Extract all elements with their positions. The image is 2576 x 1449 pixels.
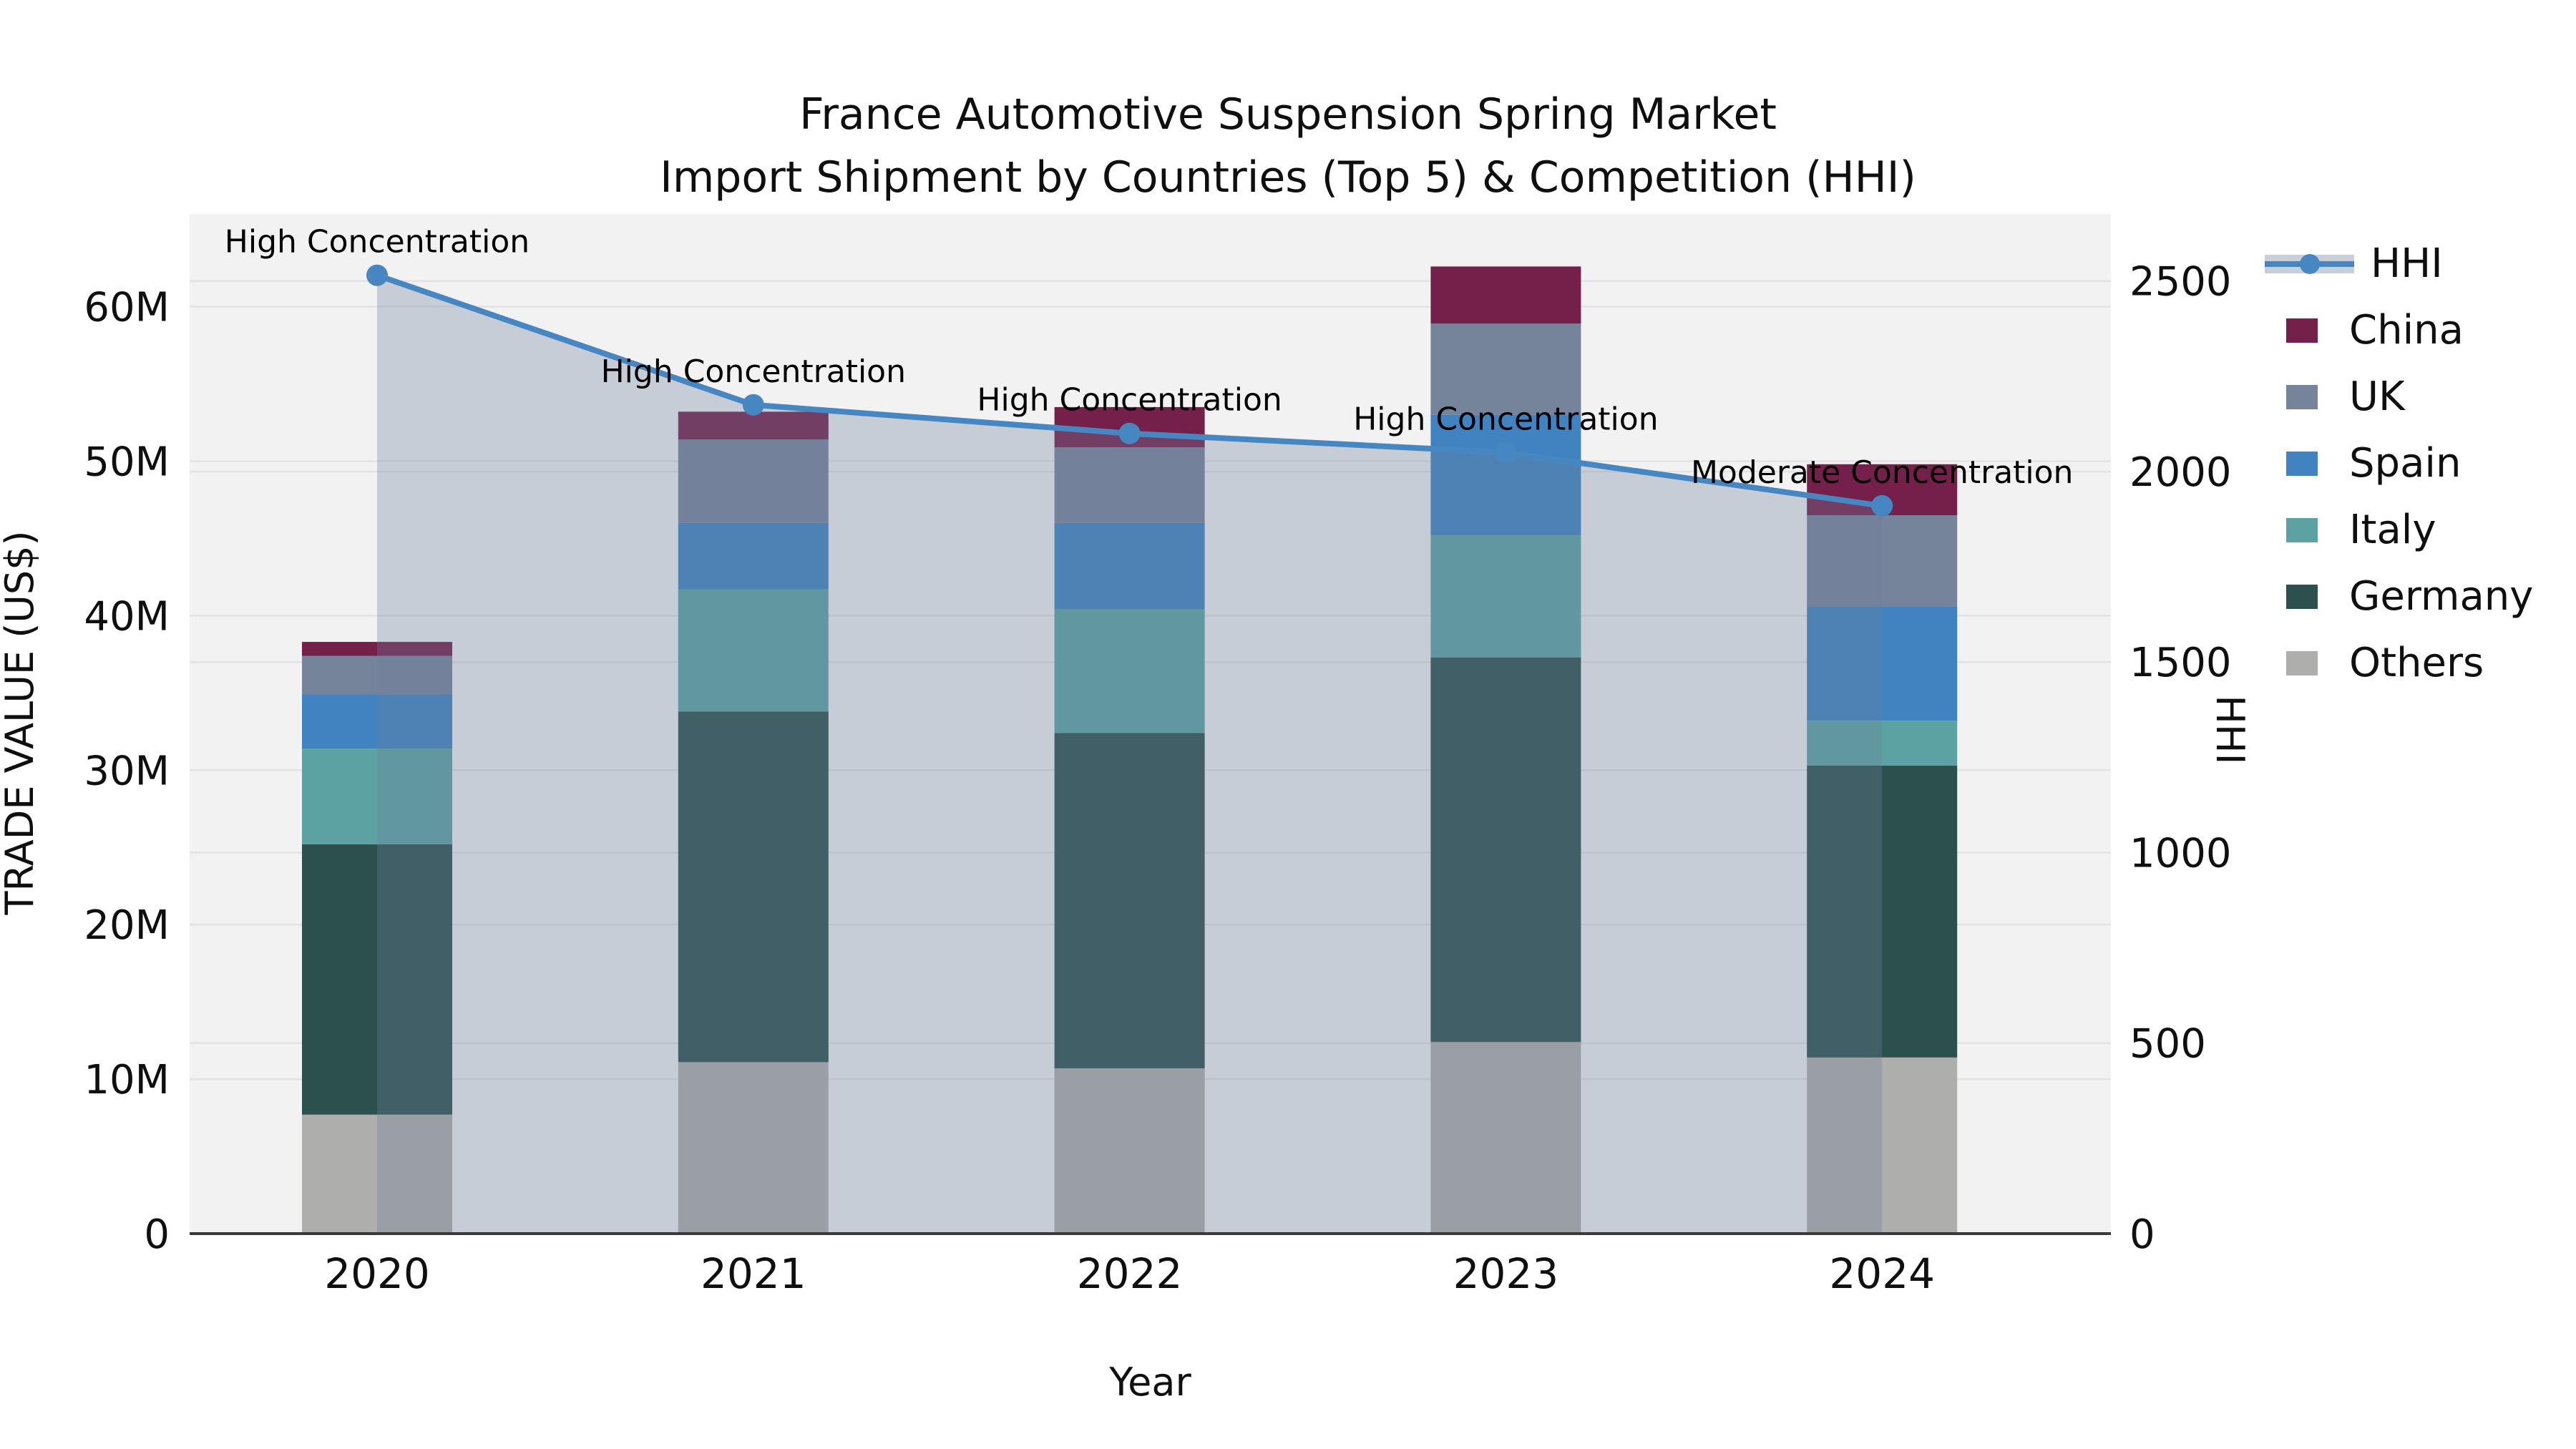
y-left-tick-30M: 30M (84, 748, 170, 794)
annotation-2023: High Concentration (1353, 401, 1658, 437)
hhi-marker-2024 (1871, 494, 1893, 517)
bar-segment-2021-others (678, 1062, 829, 1234)
legend-item-uk: UK (2265, 364, 2533, 430)
bar-segment-2021-italy (678, 589, 829, 712)
annotation-2021: High Concentration (601, 353, 906, 390)
y-right-tick-1000: 1000 (2129, 830, 2232, 877)
bar-segment-2022-spain (1054, 522, 1205, 610)
bar-segment-2021-china (678, 411, 829, 440)
legend-swatch-italy (2286, 517, 2318, 542)
x-tick-2021: 2021 (701, 1249, 806, 1298)
bar-segment-2020-china (302, 642, 452, 656)
annotation-2020: High Concentration (225, 224, 530, 260)
legend-label-germany: Germany (2349, 573, 2534, 620)
bar-segment-2020-spain (302, 694, 452, 749)
chart-title-line1: France Automotive Suspension Spring Mark… (799, 89, 1777, 140)
legend-label-spain: Spain (2349, 440, 2462, 487)
bar-segment-2022-germany (1054, 733, 1205, 1068)
legend-item-germany: Germany (2265, 563, 2533, 630)
y-right-tick-500: 500 (2129, 1021, 2206, 1068)
y-left-tick-20M: 20M (84, 902, 170, 949)
bar-segment-2022-others (1054, 1068, 1205, 1234)
bar-segment-2020-others (302, 1114, 452, 1234)
x-tick-2022: 2022 (1077, 1249, 1183, 1298)
legend-item-others: Others (2265, 630, 2533, 696)
bar-segment-2024-italy (1807, 721, 1958, 766)
legend-swatch-uk (2286, 384, 2318, 409)
bar-segment-2021-uk (678, 439, 829, 523)
bar-segment-2023-others (1430, 1042, 1581, 1234)
legend-item-hhi: HHI (2265, 230, 2533, 297)
bar-segment-2024-uk (1807, 515, 1958, 607)
x-tick-2020: 2020 (324, 1249, 430, 1298)
bar-segment-2022-uk (1054, 447, 1205, 523)
chart-title-line2: Import Shipment by Countries (Top 5) & C… (660, 152, 1916, 203)
legend-swatch-others (2286, 650, 2318, 675)
y-left-tick-10M: 10M (84, 1057, 170, 1103)
x-axis-title: Year (1108, 1360, 1191, 1405)
bar-segment-2021-germany (678, 711, 829, 1063)
hhi-marker-2022 (1118, 422, 1141, 444)
legend-swatch-spain (2286, 451, 2318, 476)
bar-segment-2023-italy (1430, 535, 1581, 658)
bar-segment-2023-uk (1430, 323, 1581, 415)
bar-segment-2023-china (1430, 266, 1581, 324)
hhi-marker-2020 (366, 264, 388, 286)
hhi-marker-2021 (742, 394, 764, 416)
hhi-area-fill (377, 275, 1883, 1234)
legend-item-china: China (2265, 297, 2533, 364)
legend-swatch-china (2286, 318, 2318, 343)
legend-hhi-line-icon (2265, 253, 2354, 275)
y-right-axis-title: HHI (2207, 695, 2253, 764)
y-left-tick-40M: 40M (84, 593, 170, 640)
bar-segment-2023-germany (1430, 657, 1581, 1043)
legend-label-china: China (2349, 307, 2464, 353)
legend-label-uk: UK (2349, 374, 2405, 420)
y-right-tick-1500: 1500 (2129, 640, 2232, 686)
bar-segment-2020-uk (302, 655, 452, 695)
legend-item-italy: Italy (2265, 497, 2533, 563)
legend-label-hhi: HHI (2371, 240, 2443, 287)
y-left-tick-0: 0 (144, 1211, 170, 1258)
legend-label-italy: Italy (2349, 507, 2436, 553)
y-right-tick-0: 0 (2129, 1211, 2155, 1258)
chart-title: France Automotive Suspension Spring Mark… (0, 83, 2576, 209)
legend-swatch-germany (2286, 584, 2318, 609)
y-left-tick-50M: 50M (84, 439, 170, 485)
bar-segment-2024-spain (1807, 606, 1958, 721)
y-left-axis-title: TRADE VALUE (US$) (0, 530, 42, 915)
x-tick-2024: 2024 (1829, 1249, 1935, 1298)
bar-segment-2020-italy (302, 748, 452, 844)
y-left-tick-60M: 60M (84, 285, 170, 331)
x-tick-2023: 2023 (1453, 1249, 1559, 1298)
legend: HHI China UK Spain Italy Germany Others (2265, 230, 2533, 696)
y-right-tick-2000: 2000 (2129, 449, 2232, 496)
bar-segment-2020-germany (302, 844, 452, 1115)
y-right-tick-2500: 2500 (2129, 259, 2232, 306)
annotation-2022: High Concentration (977, 382, 1282, 419)
bar-segment-2024-germany (1807, 765, 1958, 1058)
hhi-marker-2023 (1495, 441, 1517, 464)
legend-label-others: Others (2349, 640, 2484, 686)
annotation-2024: Moderate Concentration (1691, 454, 2074, 491)
bar-segment-2022-italy (1054, 609, 1205, 733)
legend-item-spain: Spain (2265, 430, 2533, 497)
bar-segment-2023-spain (1430, 414, 1581, 536)
bar-segment-2024-others (1807, 1057, 1958, 1234)
bar-segment-2021-spain (678, 522, 829, 590)
